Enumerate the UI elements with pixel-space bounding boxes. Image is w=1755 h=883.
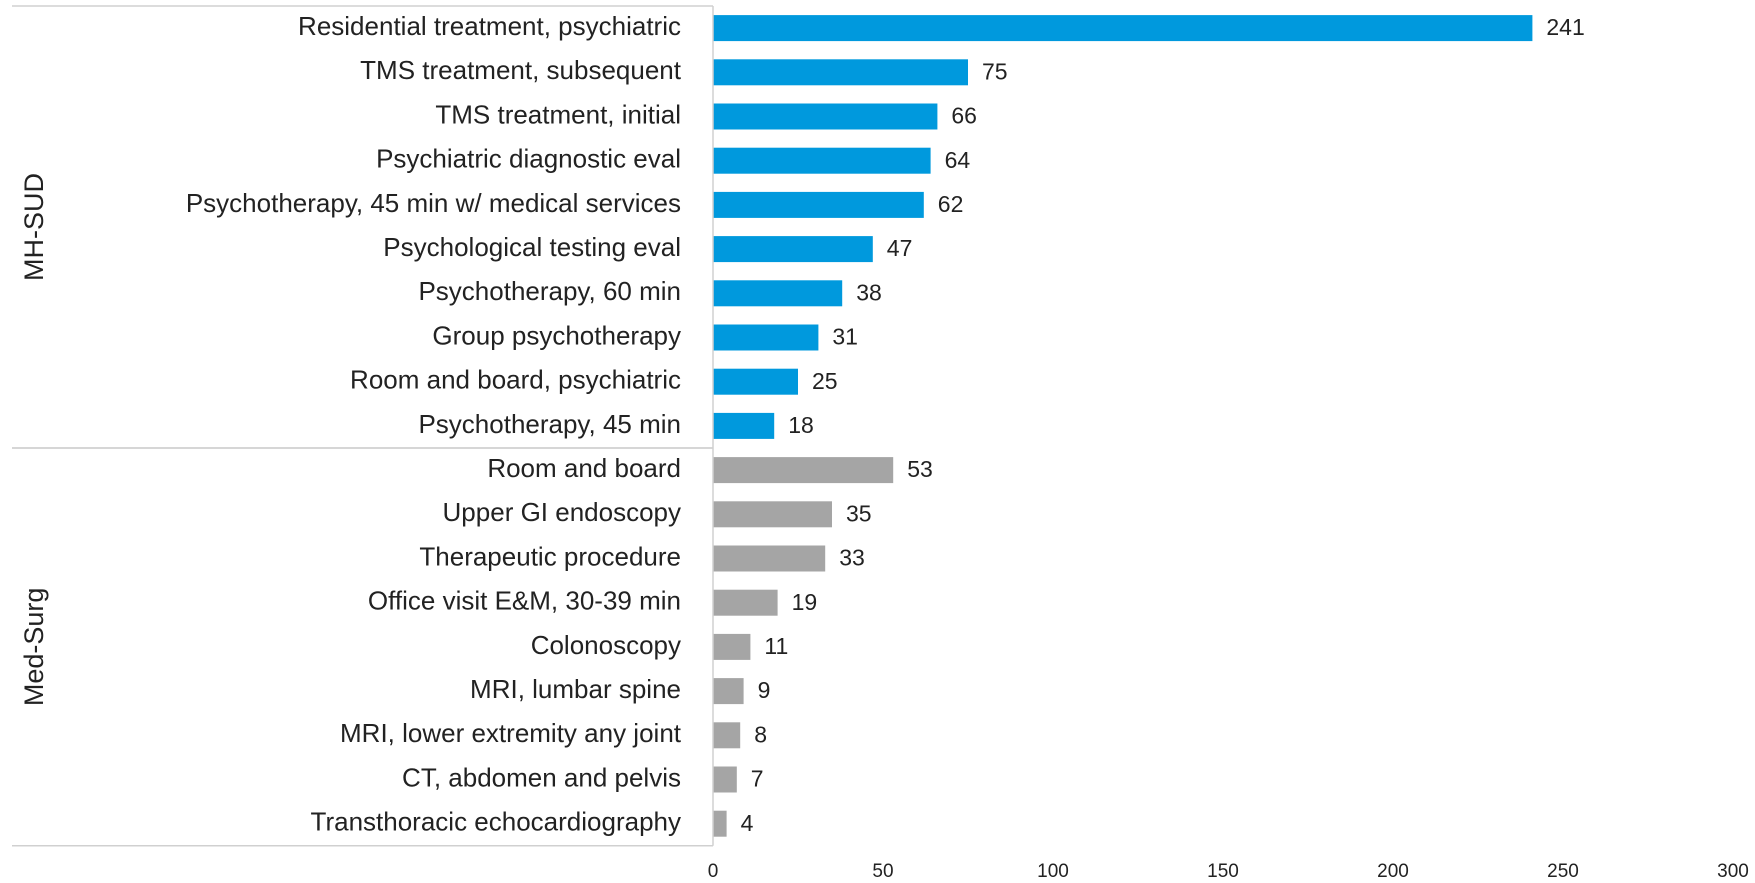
- category-label: Upper GI endoscopy: [443, 497, 681, 527]
- value-label: 64: [945, 147, 971, 173]
- category-label: Room and board: [487, 453, 681, 483]
- bar: [713, 810, 727, 837]
- category-label: Residential treatment, psychiatric: [298, 11, 681, 41]
- category-label: Office visit E&M, 30-39 min: [368, 586, 681, 616]
- value-label: 241: [1546, 14, 1584, 40]
- bar: [713, 280, 843, 307]
- bar: [713, 722, 741, 749]
- value-label: 18: [788, 412, 814, 438]
- category-label: TMS treatment, initial: [435, 99, 681, 129]
- category-label: Group psychotherapy: [432, 320, 681, 350]
- bar: [713, 766, 737, 793]
- x-tick-label: 250: [1547, 861, 1579, 882]
- category-label: CT, abdomen and pelvis: [402, 762, 681, 792]
- x-tick-label: 150: [1207, 861, 1239, 882]
- bar: [713, 633, 751, 660]
- value-label: 53: [907, 456, 933, 482]
- group-label: Med-Surg: [19, 588, 49, 707]
- category-label: Psychotherapy, 45 min w/ medical service…: [186, 188, 681, 218]
- category-label: TMS treatment, subsequent: [360, 55, 682, 85]
- value-label: 8: [754, 721, 767, 747]
- x-tick-label: 100: [1037, 861, 1069, 882]
- bar: [713, 457, 894, 484]
- bar: [713, 147, 931, 174]
- value-label: 9: [758, 677, 771, 703]
- bar: [713, 324, 819, 351]
- group-label: MH-SUD: [19, 173, 49, 281]
- bar: [713, 678, 744, 705]
- category-label: Colonoscopy: [531, 630, 681, 660]
- bar: [713, 501, 832, 528]
- value-label: 33: [839, 545, 865, 571]
- value-label: 31: [832, 324, 858, 350]
- value-label: 35: [846, 500, 872, 526]
- value-label: 47: [887, 235, 913, 261]
- category-label: Psychotherapy, 60 min: [418, 276, 681, 306]
- category-label: Psychological testing eval: [383, 232, 681, 262]
- bar: [713, 412, 775, 439]
- bar: [713, 191, 924, 218]
- value-label: 19: [792, 589, 818, 615]
- category-label: Psychotherapy, 45 min: [418, 409, 681, 439]
- category-label: Therapeutic procedure: [419, 541, 681, 571]
- x-tick-label: 0: [708, 861, 719, 882]
- x-tick-label: 200: [1377, 861, 1409, 882]
- value-label: 66: [951, 103, 977, 129]
- value-label: 7: [751, 766, 764, 792]
- bar: [713, 15, 1533, 42]
- value-label: 4: [741, 810, 754, 836]
- bar: [713, 368, 798, 395]
- category-label: Psychiatric diagnostic eval: [376, 144, 681, 174]
- bar: [713, 103, 938, 130]
- value-label: 62: [938, 191, 964, 217]
- category-label: MRI, lumbar spine: [470, 674, 681, 704]
- category-label: Room and board, psychiatric: [350, 365, 681, 395]
- value-label: 38: [856, 279, 882, 305]
- bar: [713, 589, 778, 616]
- bar: [713, 545, 826, 572]
- bar: [713, 59, 968, 86]
- x-tick-label: 300: [1717, 861, 1749, 882]
- category-label: MRI, lower extremity any joint: [340, 718, 682, 748]
- category-label: Transthoracic echocardiography: [311, 807, 681, 837]
- value-label: 25: [812, 368, 838, 394]
- x-tick-label: 50: [872, 861, 893, 882]
- value-label: 75: [982, 58, 1008, 84]
- bar: [713, 236, 873, 263]
- value-label: 11: [764, 633, 788, 659]
